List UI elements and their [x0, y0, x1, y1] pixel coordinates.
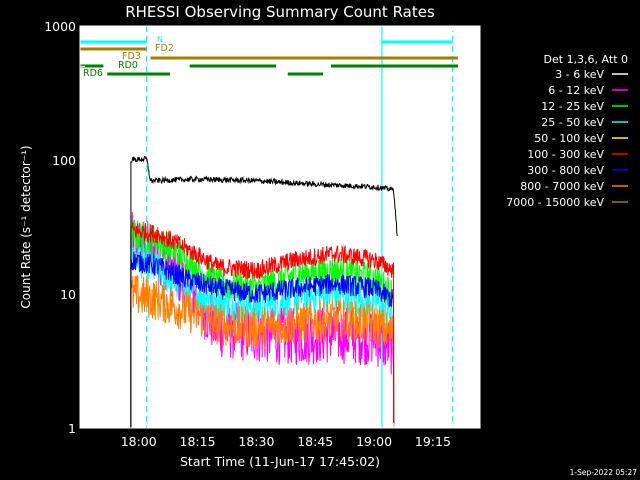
legend-label: 3 - 6 keV [555, 68, 604, 81]
legend-header: Det 1,3,6, Att 0 [544, 53, 628, 66]
x-tick-label: 19:00 [356, 434, 392, 449]
x-tick-label: 18:45 [297, 434, 333, 449]
y-tick-label: 100 [52, 153, 76, 168]
y-axis-label: Count Rate (s⁻¹ detector⁻¹) [19, 145, 33, 308]
x-tick-label: 18:30 [238, 434, 274, 449]
y-tick-label: 1 [68, 421, 76, 436]
series-line [130, 275, 395, 429]
x-tick-label: 18:00 [121, 434, 157, 449]
state-bar-label: RD0 [118, 60, 138, 71]
state-bar-label: FD3 [122, 51, 141, 62]
x-tick-label: 19:15 [415, 434, 451, 449]
legend-label: 800 - 7000 keV [520, 180, 604, 193]
legend-label: 6 - 12 keV [548, 84, 604, 97]
y-tick-label: 10 [60, 287, 76, 302]
series-line [130, 156, 398, 428]
legend-label: 12 - 25 keV [541, 100, 604, 113]
x-tick-label: 18:15 [180, 434, 216, 449]
series-line [130, 222, 395, 429]
state-bar-label: RD6 [83, 68, 103, 79]
series-line [130, 251, 395, 429]
axes-frame [79, 25, 481, 429]
legend-label: 300 - 800 keV [527, 164, 604, 177]
state-bar-label: N [157, 35, 163, 44]
legend-label: 25 - 50 keV [541, 116, 604, 129]
legend-label: 7000 - 15000 keV [506, 196, 604, 209]
y-tick-label: 1000 [44, 19, 76, 34]
x-axis-label: Start Time (11-Jun-17 17:45:02) [180, 454, 380, 469]
chart-title: RHESSI Observing Summary Count Rates [125, 3, 435, 21]
legend-label: 50 - 100 keV [534, 132, 604, 145]
legend-label: 100 - 300 keV [527, 148, 604, 161]
state-bar-label: FD2 [155, 43, 174, 54]
footer-date: 1-Sep-2022 05:27 [570, 468, 638, 477]
